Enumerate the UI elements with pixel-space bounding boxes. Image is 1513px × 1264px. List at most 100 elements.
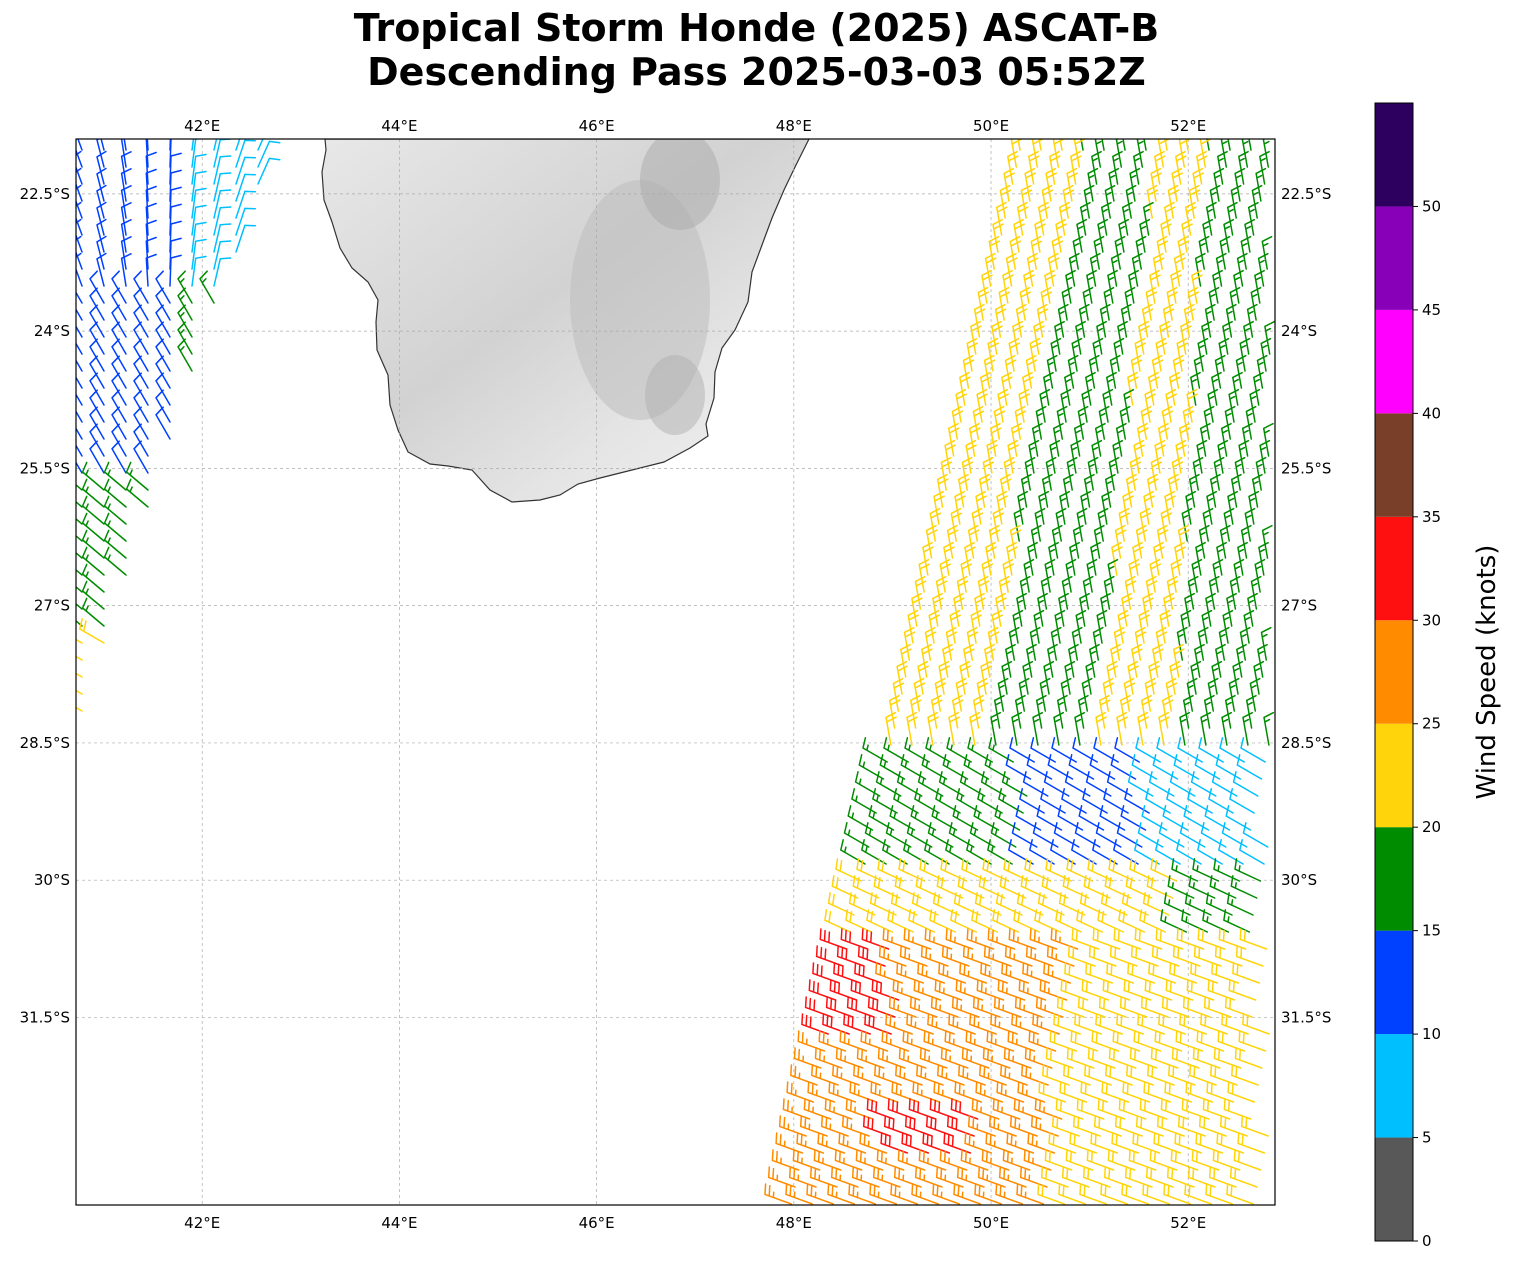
wind-barb: [1029, 839, 1055, 865]
wind-barb: [1099, 805, 1126, 831]
wind-barb: [929, 1098, 958, 1120]
wind-barb: [76, 689, 83, 695]
wind-barb: [1053, 822, 1080, 848]
wind-barb: [814, 1047, 843, 1069]
wind-barb: [920, 945, 949, 967]
wind-barb: [1219, 737, 1245, 763]
wind-barb: [818, 1030, 847, 1052]
lat-tick-label: 25.5°S: [1281, 459, 1331, 477]
wind-barb: [931, 805, 958, 831]
wind-barb: [852, 875, 880, 899]
wind-barb: [906, 711, 918, 746]
wind-barb: [1240, 1115, 1269, 1137]
wind-barb: [1108, 858, 1136, 882]
wind-barb: [81, 478, 105, 508]
wind-barb: [123, 139, 127, 151]
wind-barb: [817, 1132, 846, 1154]
wind-barb: [831, 875, 859, 899]
wind-barb: [77, 139, 83, 151]
lat-tick-label: 27°S: [34, 597, 70, 615]
wind-barb: [1019, 1166, 1048, 1188]
wind-barb: [953, 892, 981, 916]
wind-barb: [833, 962, 862, 984]
wind-barb: [1017, 1081, 1046, 1103]
lat-tick-label: 28.5°S: [20, 734, 70, 752]
wind-barb: [944, 1030, 973, 1052]
wind-barb: [257, 157, 281, 185]
wind-barb: [1017, 139, 1021, 151]
wind-barb: [1089, 754, 1116, 780]
wind-barb: [1016, 1183, 1045, 1205]
wind-barb: [1211, 771, 1238, 797]
wind-barb: [864, 1013, 892, 1035]
wind-barb: [76, 534, 83, 542]
wind-barb: [1047, 754, 1074, 780]
wind-barb: [1232, 962, 1261, 984]
wind-barb: [1032, 711, 1044, 746]
wind-barb: [792, 1149, 821, 1171]
wind-barb: [1192, 858, 1220, 882]
wind-barb: [76, 483, 83, 491]
lon-tick-label: 50°E: [973, 1214, 1009, 1232]
wind-barb: [891, 1081, 920, 1103]
wind-barb: [199, 270, 215, 304]
wind-barb: [1227, 1081, 1256, 1103]
wind-barb: [858, 754, 885, 780]
wind-barb: [1050, 839, 1076, 865]
wind-barb: [1236, 754, 1263, 780]
lon-tick-labels-top: 42°E 44°E 46°E 48°E 50°E 52°E: [184, 117, 1206, 135]
wind-barb: [1101, 139, 1105, 151]
wind-barb: [76, 376, 83, 389]
wind-barb: [155, 389, 171, 423]
wind-barb: [948, 822, 975, 848]
wind-barb: [1185, 139, 1189, 151]
lat-tick-label: 28.5°S: [1281, 734, 1331, 752]
wind-barb: [81, 495, 105, 525]
wind-barb: [1122, 139, 1126, 151]
wind-barb: [257, 139, 264, 151]
wind-barb: [874, 1064, 902, 1086]
wind-barb: [883, 1115, 912, 1137]
wind-barb: [89, 406, 105, 440]
lat-tick-label: 24°S: [34, 322, 70, 340]
wind-barb: [100, 139, 105, 151]
wind-barb: [890, 892, 918, 916]
wind-barb: [1230, 875, 1258, 899]
wind-barb: [1166, 788, 1192, 814]
wind-barb: [985, 1132, 1014, 1154]
wind-barb: [847, 805, 874, 831]
wind-barb: [111, 355, 127, 389]
colorbar-bin: [1375, 723, 1413, 828]
wind-barb: [859, 1132, 888, 1154]
wind-barb: [191, 187, 207, 219]
wind-barb: [76, 517, 83, 525]
wind-barb: [1103, 788, 1129, 814]
wind-barb: [868, 805, 895, 831]
wind-barb: [925, 737, 951, 763]
wind-barb: [935, 1166, 964, 1188]
wind-barb: [861, 839, 887, 865]
wind-barb: [213, 223, 232, 253]
wind-barb: [764, 1183, 793, 1205]
wind-barb: [1095, 822, 1122, 848]
wind-barb: [883, 737, 909, 763]
wind-barb: [803, 1098, 832, 1120]
wind-barb: [76, 308, 83, 321]
wind-barb: [1032, 1013, 1060, 1035]
wind-barb: [76, 672, 83, 678]
lon-tick-label: 48°E: [776, 1214, 812, 1232]
wind-barb: [987, 928, 1016, 950]
colorbar-tick-label: 10: [1422, 1025, 1441, 1043]
wind-barb: [1205, 892, 1233, 916]
wind-barb: [872, 788, 898, 814]
wind-barb: [235, 139, 241, 151]
wind-barb: [1002, 1149, 1031, 1171]
wind-barb: [1039, 979, 1068, 1001]
wind-barb: [1037, 892, 1065, 916]
wind-barb: [919, 1047, 948, 1069]
wind-barb: [1152, 754, 1179, 780]
wind-barb: [1003, 858, 1031, 882]
wind-barb: [133, 304, 149, 338]
wind-barb: [853, 1064, 881, 1086]
wind-barb: [1135, 737, 1161, 763]
